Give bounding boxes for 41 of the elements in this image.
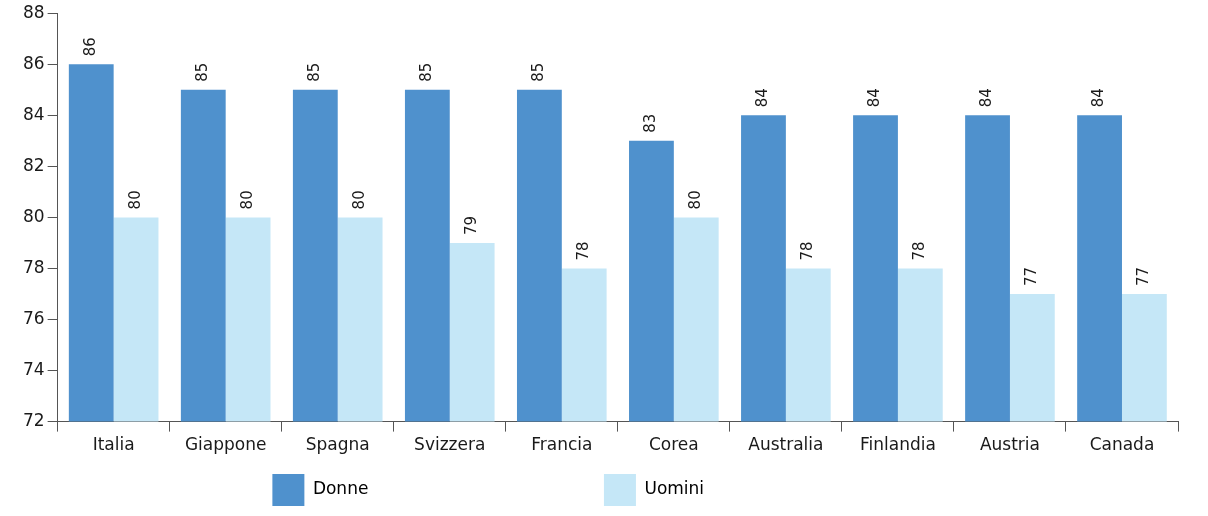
x-tick-label: Corea — [648, 434, 699, 455]
data-label: 85 — [417, 62, 436, 82]
x-tick-label: Australia — [748, 434, 824, 455]
legend-label: Uomini — [644, 478, 926, 499]
x-tick-label: Svizzera — [414, 434, 486, 455]
data-label: 79 — [462, 215, 481, 235]
x-tick-label: Giappone — [184, 434, 267, 455]
data-label: 78 — [798, 241, 817, 261]
y-tick-label: 78 — [22, 256, 45, 277]
data-label: 84 — [977, 88, 996, 108]
legend-label: Donne — [312, 478, 590, 499]
data-label: 78 — [574, 241, 593, 261]
data-label: 80 — [237, 190, 256, 210]
x-tick-label: Canada — [1089, 434, 1155, 455]
y-tick-label: 86 — [22, 52, 45, 73]
y-tick-label: 84 — [22, 103, 45, 124]
y-tick-label: 88 — [22, 1, 45, 22]
data-label: 78 — [910, 241, 929, 261]
data-label: 85 — [305, 62, 324, 82]
data-label: 80 — [125, 190, 144, 210]
y-tick-label: 80 — [22, 205, 45, 226]
data-label: 86 — [81, 37, 100, 57]
data-label: 85 — [529, 62, 548, 82]
x-tick-label: Francia — [531, 434, 593, 455]
y-tick-label: 76 — [22, 307, 45, 328]
data-label: 85 — [193, 62, 212, 82]
x-tick-label: Austria — [979, 434, 1040, 455]
x-tick-label: Spagna — [305, 434, 370, 455]
data-label: 84 — [865, 88, 884, 108]
data-label: 83 — [641, 113, 660, 133]
x-tick-label: Finlandia — [859, 434, 936, 455]
y-tick-label: 82 — [22, 154, 45, 175]
data-label: 84 — [753, 88, 772, 108]
y-tick-label: 74 — [22, 358, 45, 379]
data-label: 80 — [350, 190, 369, 210]
x-tick-label: Italia — [92, 434, 135, 455]
data-label: 77 — [1134, 266, 1153, 286]
data-label: 84 — [1089, 88, 1108, 108]
y-tick-label: 72 — [22, 410, 45, 431]
data-label: 77 — [1022, 266, 1041, 286]
data-label: 80 — [686, 190, 705, 210]
